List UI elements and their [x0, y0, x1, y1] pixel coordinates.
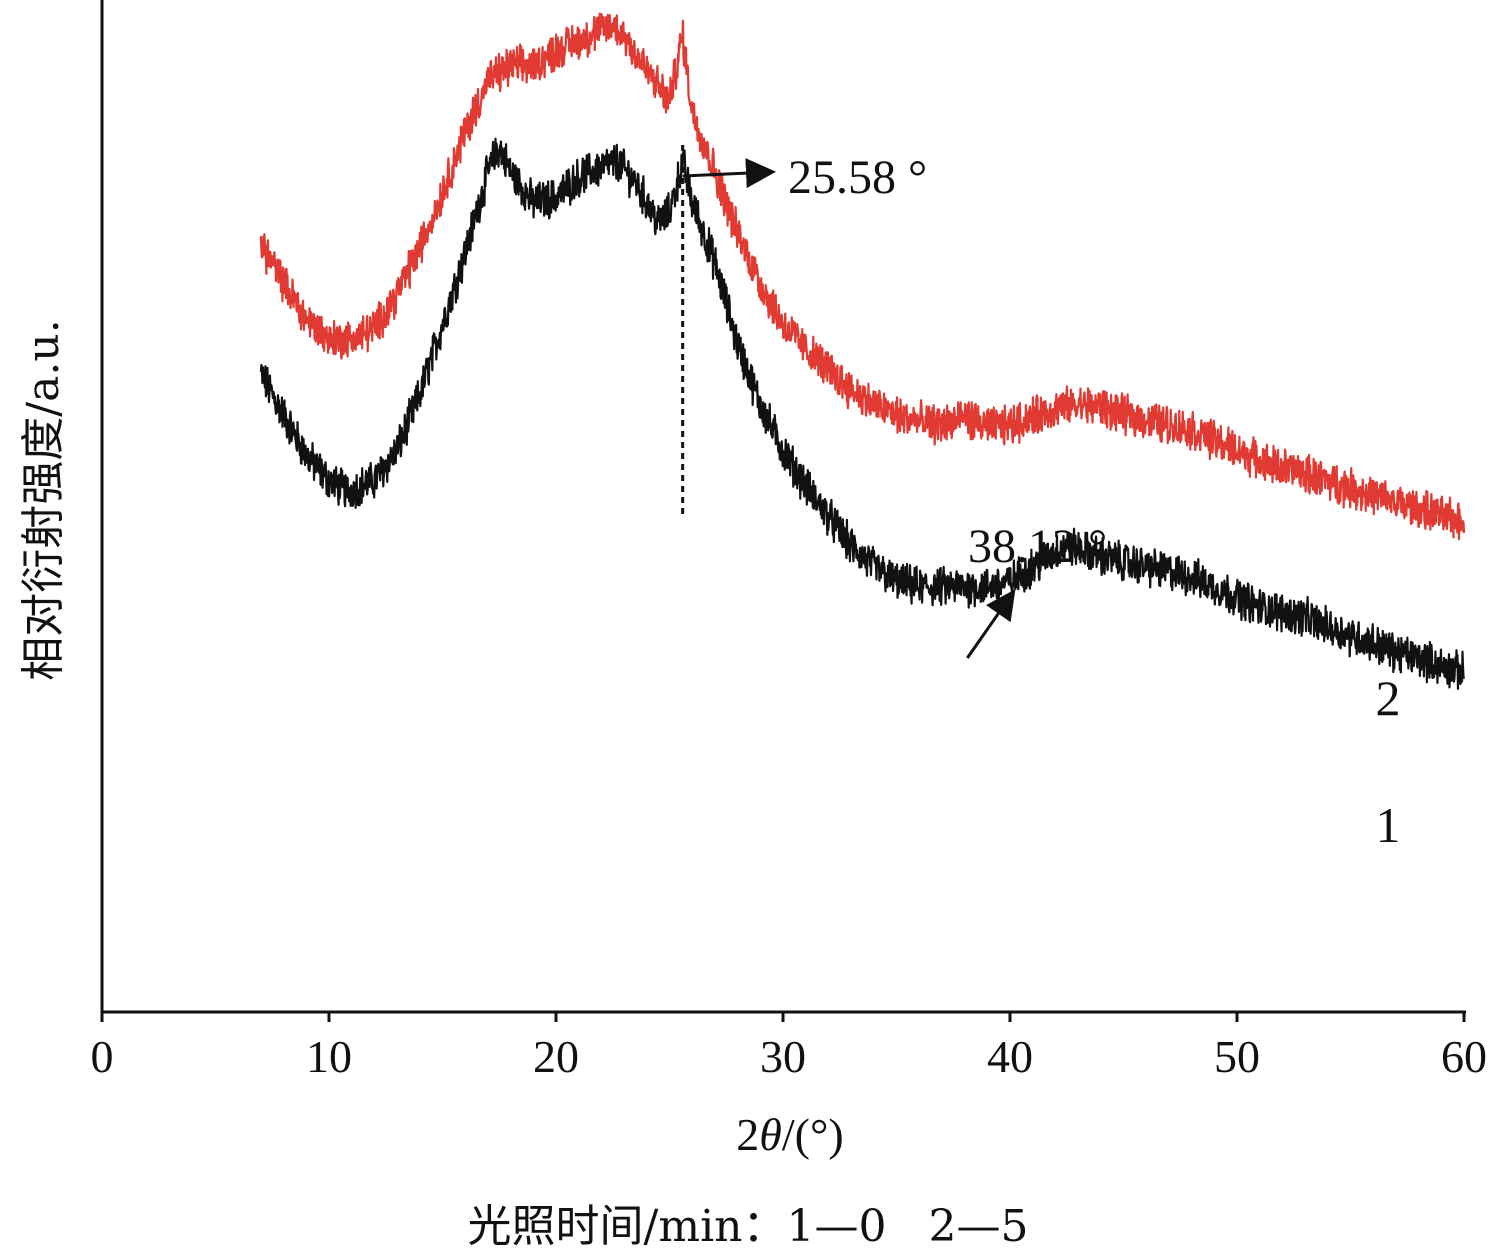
axes [100, 0, 1466, 1014]
series-line-1 [259, 137, 1466, 690]
x-axis-label-prefix: 2 [736, 1109, 759, 1160]
x-tick-label-20: 20 [533, 1031, 579, 1082]
series-layer: 12 [259, 12, 1466, 853]
x-tick-label-50: 50 [1214, 1031, 1260, 1082]
x-tick-label-0: 0 [91, 1031, 114, 1082]
y-axis-label: 相对衍射强度/a.u. [18, 319, 69, 680]
annotations: 25.58 ° 38.12 ° [681, 145, 1107, 659]
series-label-2: 2 [1376, 670, 1401, 726]
peak-arrow-25-58 [682, 158, 776, 189]
peak-arrow-38-12 [966, 589, 1016, 659]
x-axis-label: 2θ/(°) [736, 1109, 843, 1160]
x-ticks: 0 10 20 30 40 50 60 [91, 1012, 1487, 1082]
x-tick-label-10: 10 [306, 1031, 352, 1082]
annotation-38-12: 38.12 ° [968, 520, 1107, 573]
series-label-1: 1 [1376, 797, 1401, 853]
chart-caption: 光照时间/min：1—0 2—5 [467, 1201, 1029, 1252]
x-axis-label-theta: θ [759, 1109, 782, 1160]
x-tick-label-30: 30 [760, 1031, 806, 1082]
x-tick-label-40: 40 [987, 1031, 1033, 1082]
x-axis-label-suffix: /(°) [782, 1109, 844, 1160]
x-tick-label-60: 60 [1441, 1031, 1487, 1082]
annotation-25-58: 25.58 ° [788, 151, 927, 204]
series-line-2 [259, 12, 1466, 541]
